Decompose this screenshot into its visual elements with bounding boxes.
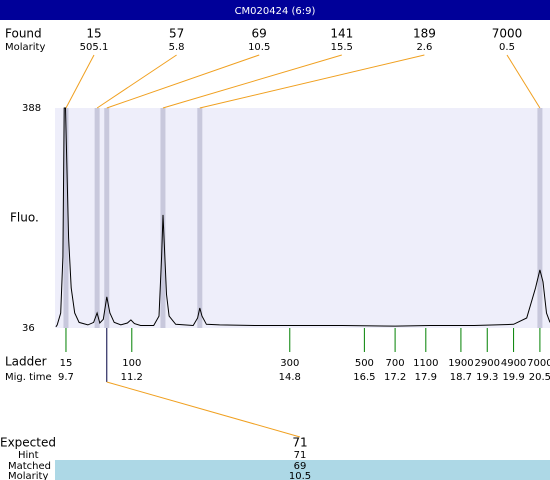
found-size: 7000 bbox=[492, 27, 523, 41]
ladder-label: Ladder bbox=[5, 355, 47, 369]
ladder-time: 20.5 bbox=[529, 372, 550, 383]
found-size: 15 bbox=[86, 27, 101, 41]
y-axis-label: Fluo. bbox=[10, 211, 39, 225]
ladder-time: 14.8 bbox=[279, 372, 301, 383]
ladder-time: 19.3 bbox=[476, 372, 498, 383]
peak-connector bbox=[506, 54, 541, 109]
peak-connector bbox=[96, 54, 177, 109]
ladder-time: 9.7 bbox=[58, 372, 74, 383]
ladder-time: 18.7 bbox=[450, 372, 472, 383]
found-molarity: 2.6 bbox=[416, 42, 432, 53]
found-size: 69 bbox=[252, 27, 267, 41]
ladder-time: 11.2 bbox=[121, 372, 143, 383]
hint-label: Hint bbox=[18, 450, 39, 461]
ladder-size: 15 bbox=[60, 358, 73, 369]
found-label: Found bbox=[5, 27, 42, 41]
peak-connector bbox=[162, 54, 342, 109]
ladder-size: 2900 bbox=[475, 358, 500, 369]
ladder-size: 4900 bbox=[501, 358, 526, 369]
y-tick-label: 36 bbox=[22, 323, 35, 334]
mig-time-label: Mig. time bbox=[5, 372, 52, 383]
ladder-size: 100 bbox=[122, 358, 141, 369]
title: CM020424 (6:9) bbox=[235, 6, 316, 17]
ladder-size: 300 bbox=[280, 358, 299, 369]
found-molarity: 5.8 bbox=[169, 42, 185, 53]
found-molarity: 0.5 bbox=[499, 42, 515, 53]
matched-molarity: 10.5 bbox=[289, 471, 311, 480]
trace bbox=[55, 107, 550, 328]
found-size: 189 bbox=[413, 27, 436, 41]
matched-bar bbox=[55, 460, 550, 480]
ladder-size: 500 bbox=[355, 358, 374, 369]
ladder-time: 19.9 bbox=[502, 372, 524, 383]
matched-label: Matched bbox=[8, 461, 51, 472]
peak-band bbox=[104, 108, 110, 328]
found-size: 57 bbox=[169, 27, 184, 41]
ladder-time: 17.2 bbox=[384, 372, 406, 383]
y-tick-label: 388 bbox=[22, 103, 41, 114]
peak-band bbox=[94, 108, 100, 328]
matched-expected: 71 bbox=[292, 436, 307, 450]
matched-connector bbox=[106, 381, 301, 438]
ladder-size: 1900 bbox=[448, 358, 473, 369]
peak-connector bbox=[199, 54, 425, 109]
ladder-size: 700 bbox=[386, 358, 405, 369]
ladder-size: 1100 bbox=[413, 358, 438, 369]
matched-hint: 71 bbox=[294, 450, 307, 461]
found-molarity: 505.1 bbox=[80, 42, 109, 53]
peak-band bbox=[197, 108, 203, 328]
found-size: 141 bbox=[330, 27, 353, 41]
ladder-time: 17.9 bbox=[415, 372, 437, 383]
matched-matched: 69 bbox=[294, 461, 307, 472]
molarity-label: Molarity bbox=[8, 471, 48, 480]
peak-band bbox=[63, 108, 69, 328]
ladder-time: 16.5 bbox=[353, 372, 375, 383]
peak-band bbox=[537, 108, 543, 328]
found-molarity: 15.5 bbox=[331, 42, 353, 53]
expected-label: Expected bbox=[0, 436, 56, 450]
peak-connector bbox=[65, 54, 95, 109]
molarity-label: Molarity bbox=[5, 42, 45, 53]
found-molarity: 10.5 bbox=[248, 42, 270, 53]
ladder-size: 7000 bbox=[527, 358, 550, 369]
title-bar bbox=[0, 0, 550, 20]
plot-area bbox=[55, 108, 550, 328]
peak-connector bbox=[106, 54, 260, 109]
